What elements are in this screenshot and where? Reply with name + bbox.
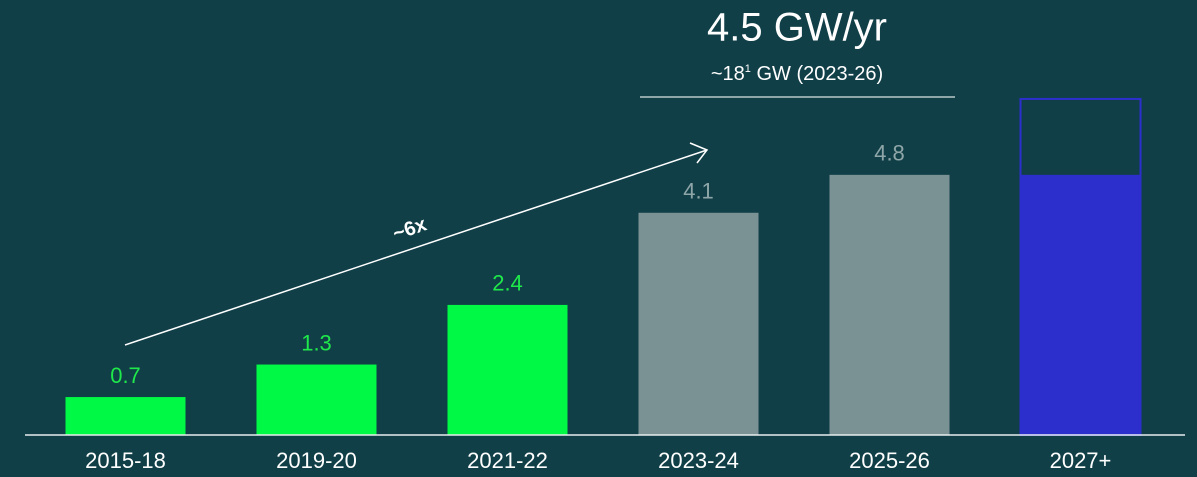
footnote-mark: 1	[745, 63, 751, 75]
x-tick-label: 2015-18	[85, 448, 166, 473]
value-label: 4.1	[683, 179, 714, 204]
x-tick-label: 2025-26	[849, 448, 930, 473]
value-label: 4.8	[874, 141, 905, 166]
x-tick-label: 2019-20	[276, 448, 357, 473]
value-label: 0.7	[110, 363, 141, 388]
x-tick-label: 2021-22	[467, 448, 548, 473]
value-label: 1.3	[301, 330, 332, 355]
bar	[256, 364, 377, 435]
bar	[65, 397, 186, 435]
arrow-line	[124, 149, 708, 346]
bar	[1020, 174, 1141, 435]
value-label: 2.4	[492, 271, 523, 296]
growth-arrow	[124, 142, 709, 346]
headline-sub-text: GW (2023-26)	[751, 63, 883, 85]
bar	[638, 212, 759, 435]
headline: 4.5 GW/yr	[707, 6, 887, 50]
headline-sub: ~181 GW (2023-26)	[711, 63, 883, 85]
headline-sub-text: ~18	[711, 63, 745, 85]
x-tick-label: 2027+	[1050, 448, 1112, 473]
x-tick-label: 2023-24	[658, 448, 739, 473]
bar	[829, 174, 950, 435]
arrow-head	[689, 142, 709, 164]
bar	[447, 304, 568, 435]
